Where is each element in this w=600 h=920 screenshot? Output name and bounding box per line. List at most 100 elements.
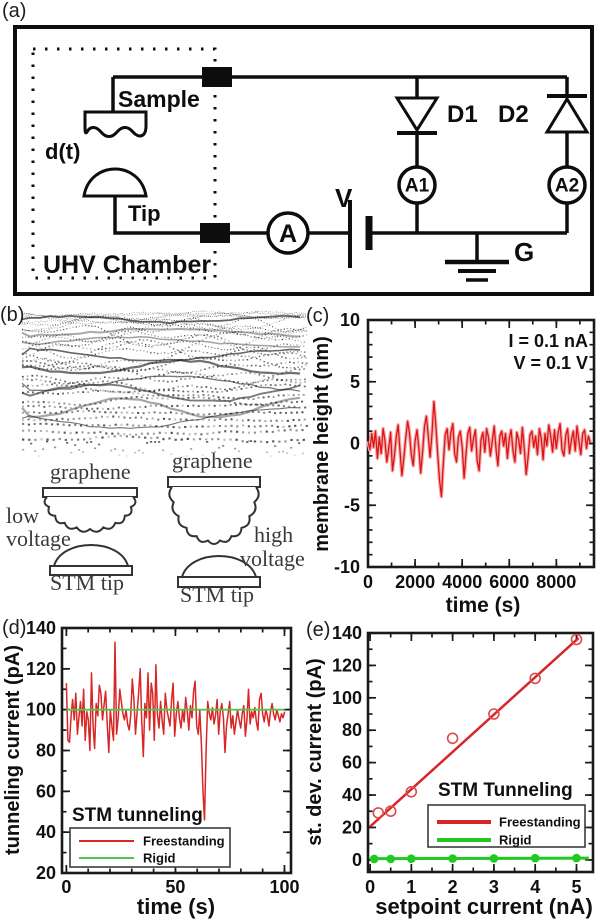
ammeter-a-circle bbox=[266, 211, 310, 255]
plot-frame bbox=[60, 626, 293, 875]
data-point-rigid bbox=[530, 853, 540, 863]
x-tick-label: 0 bbox=[363, 572, 373, 592]
series-membrane-height-line bbox=[367, 400, 591, 498]
y-tick-label: 80 bbox=[36, 741, 56, 761]
y-tick-label: 100 bbox=[332, 688, 362, 708]
data-point-rigid bbox=[572, 853, 581, 863]
ammeter-a1-label: A1 bbox=[405, 176, 430, 197]
y-tick-label: 120 bbox=[26, 659, 56, 679]
y-tick-label: 5 bbox=[350, 372, 360, 392]
stm-tip-base-left bbox=[49, 565, 133, 576]
series-membrane-height-halo bbox=[366, 399, 592, 499]
annotation: V = 0.1 V bbox=[513, 353, 588, 373]
data-point-freestanding bbox=[384, 805, 397, 818]
diode-d1-label: D1 bbox=[447, 101, 478, 128]
chart-membrane-height: 0 2000 4000 6000 8000 -10 -5 0 5 10 time (s) membra… bbox=[311, 310, 596, 617]
low-voltage-label-1: low bbox=[6, 503, 39, 528]
stm-tip-label-right: STM tip bbox=[180, 582, 254, 607]
data-point-freestanding bbox=[488, 708, 500, 720]
graphene-3d-illustration bbox=[21, 310, 308, 458]
circuit-diagram: Sample d(t) Tip UHV Chamber V G D1 D2 A … bbox=[13, 25, 594, 296]
x-axis-title: setpoint current (nA) bbox=[375, 894, 593, 919]
x-tick-label: 2000 bbox=[395, 572, 435, 592]
series-freestanding-line bbox=[65, 641, 286, 821]
stm-tip-dome-right bbox=[180, 555, 258, 578]
graphene-membrane-left bbox=[43, 496, 137, 533]
sample-shape bbox=[83, 110, 148, 138]
stm-tip-label-left: STM tip bbox=[50, 570, 124, 595]
y-tick-label: 0 bbox=[352, 850, 362, 870]
y-tick-label: 20 bbox=[36, 863, 56, 883]
high-voltage-label-2: voltage bbox=[240, 546, 305, 571]
x-tick-label: 0 bbox=[61, 877, 71, 897]
sample-label: Sample bbox=[118, 86, 200, 112]
panel-d-label: (d) bbox=[2, 617, 27, 639]
legend-box bbox=[69, 827, 231, 868]
x-tick-label: 2 bbox=[448, 877, 458, 897]
annotation: I = 0.1 nA bbox=[508, 331, 588, 351]
y-tick-label: 20 bbox=[342, 817, 362, 837]
data-point-freestanding bbox=[372, 807, 385, 819]
legend-label: Rigid bbox=[143, 851, 176, 866]
x-tick-label: 5 bbox=[571, 877, 581, 897]
graphene-panel bbox=[21, 310, 308, 588]
chart-tunneling-current: 0 50 100 20 40 60 80 100 120 140 time (s) tunneling… bbox=[2, 618, 300, 919]
data-point-rigid bbox=[489, 854, 499, 863]
legend-label: Freestanding bbox=[143, 834, 225, 849]
x-tick-label: 4 bbox=[530, 877, 540, 897]
x-axis-title: time (s) bbox=[446, 594, 521, 617]
low-voltage-label-2: voltage bbox=[6, 526, 71, 551]
y-tick-label: 100 bbox=[26, 700, 56, 720]
y-tick-label: 40 bbox=[36, 822, 56, 842]
data-point-freestanding bbox=[570, 633, 583, 646]
y-tick-label: -5 bbox=[344, 495, 360, 515]
x-tick-label: 1 bbox=[406, 877, 416, 897]
ammeter-a2-label: A2 bbox=[555, 176, 579, 197]
y-tick-label: 80 bbox=[342, 720, 362, 740]
annotation: STM tunneling bbox=[72, 805, 203, 826]
diode-d2-triangle bbox=[544, 96, 590, 134]
tip-label: Tip bbox=[128, 201, 161, 226]
data-point-rigid bbox=[369, 854, 379, 864]
plot-frame bbox=[366, 631, 595, 874]
data-point-rigid bbox=[386, 854, 396, 864]
ammeter-a-label: A bbox=[279, 220, 297, 248]
annotation: STM Tunneling bbox=[438, 780, 573, 801]
ammeter-a1-circle bbox=[397, 165, 437, 205]
y-tick-label: 140 bbox=[26, 618, 56, 638]
y-axis-title: membrane height (nm) bbox=[311, 336, 333, 552]
panel-b-label: (b) bbox=[0, 304, 25, 326]
data-point-rigid bbox=[448, 854, 457, 863]
legend-label: Rigid bbox=[499, 833, 532, 848]
y-tick-label: -10 bbox=[334, 557, 360, 577]
uhv-chamber-label: UHV Chamber bbox=[43, 251, 211, 279]
ammeter-a2-circle bbox=[547, 165, 587, 205]
panel-c-label: (c) bbox=[306, 305, 330, 327]
graphene-label-left: graphene bbox=[50, 459, 131, 484]
series-rigid-fit-line bbox=[370, 856, 589, 861]
x-tick-label: 50 bbox=[165, 877, 185, 897]
high-voltage-label-1: high bbox=[254, 522, 294, 547]
chart-stdev-current: 0 1 2 3 4 5 0 20 40 60 80 100 120 140 setpoint current… bbox=[304, 623, 595, 919]
y-tick-label: 40 bbox=[342, 785, 362, 805]
data-point-rigid bbox=[406, 854, 416, 864]
stm-tip-dome-left bbox=[52, 544, 130, 567]
x-tick-label: 0 bbox=[365, 877, 375, 897]
x-axis-title: time (s) bbox=[137, 894, 215, 919]
y-tick-label: 60 bbox=[342, 753, 362, 773]
y-axis-title: st. dev. current (pA) bbox=[304, 658, 326, 845]
tip-shape bbox=[82, 167, 148, 198]
panel-e-label: (e) bbox=[306, 619, 331, 641]
graphene-bar-right bbox=[167, 476, 261, 488]
panel-a-label: (a) bbox=[2, 0, 27, 22]
diode-d2-label: D2 bbox=[498, 101, 529, 128]
stm-tip-base-right bbox=[177, 576, 261, 588]
x-tick-label: 6000 bbox=[489, 572, 529, 592]
circuit-outer-box bbox=[13, 25, 594, 296]
x-tick-label: 3 bbox=[489, 877, 499, 897]
x-tick-label: 8000 bbox=[536, 572, 576, 592]
graphene-label-right: graphene bbox=[172, 448, 253, 473]
y-tick-label: 120 bbox=[332, 655, 362, 675]
graphene-membrane-right bbox=[168, 486, 260, 545]
